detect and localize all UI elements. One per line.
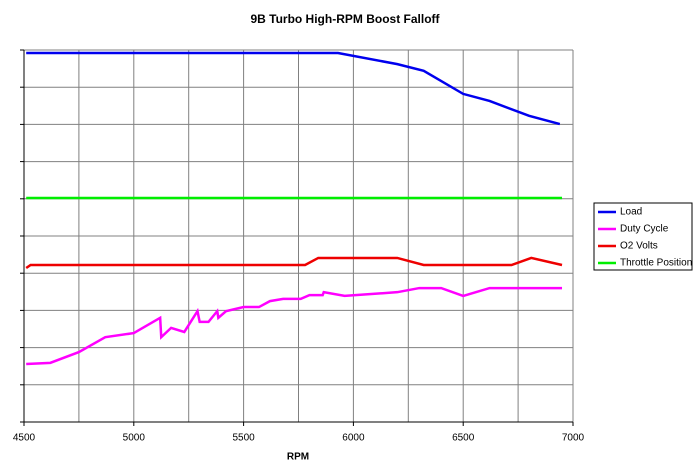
chart-title: 9B Turbo High-RPM Boost Falloff [250,12,440,26]
x-tick-label: 6500 [452,433,475,444]
x-tick-label: 5000 [123,433,146,444]
x-tick-label: 4500 [13,433,36,444]
legend-box [593,202,693,271]
x-tick-label: 6000 [342,433,365,444]
legend-label: Throttle Position [620,258,692,269]
series-line [26,286,563,366]
legend-label: Duty Cycle [620,224,669,235]
legend-label: Load [620,207,642,218]
series-line [26,51,561,126]
x-tick-label: 5500 [232,433,255,444]
series-line [25,256,563,270]
x-tick-label: 7000 [562,433,585,444]
legend-label: O2 Volts [620,241,658,252]
x-axis-label: RPM [287,452,309,463]
